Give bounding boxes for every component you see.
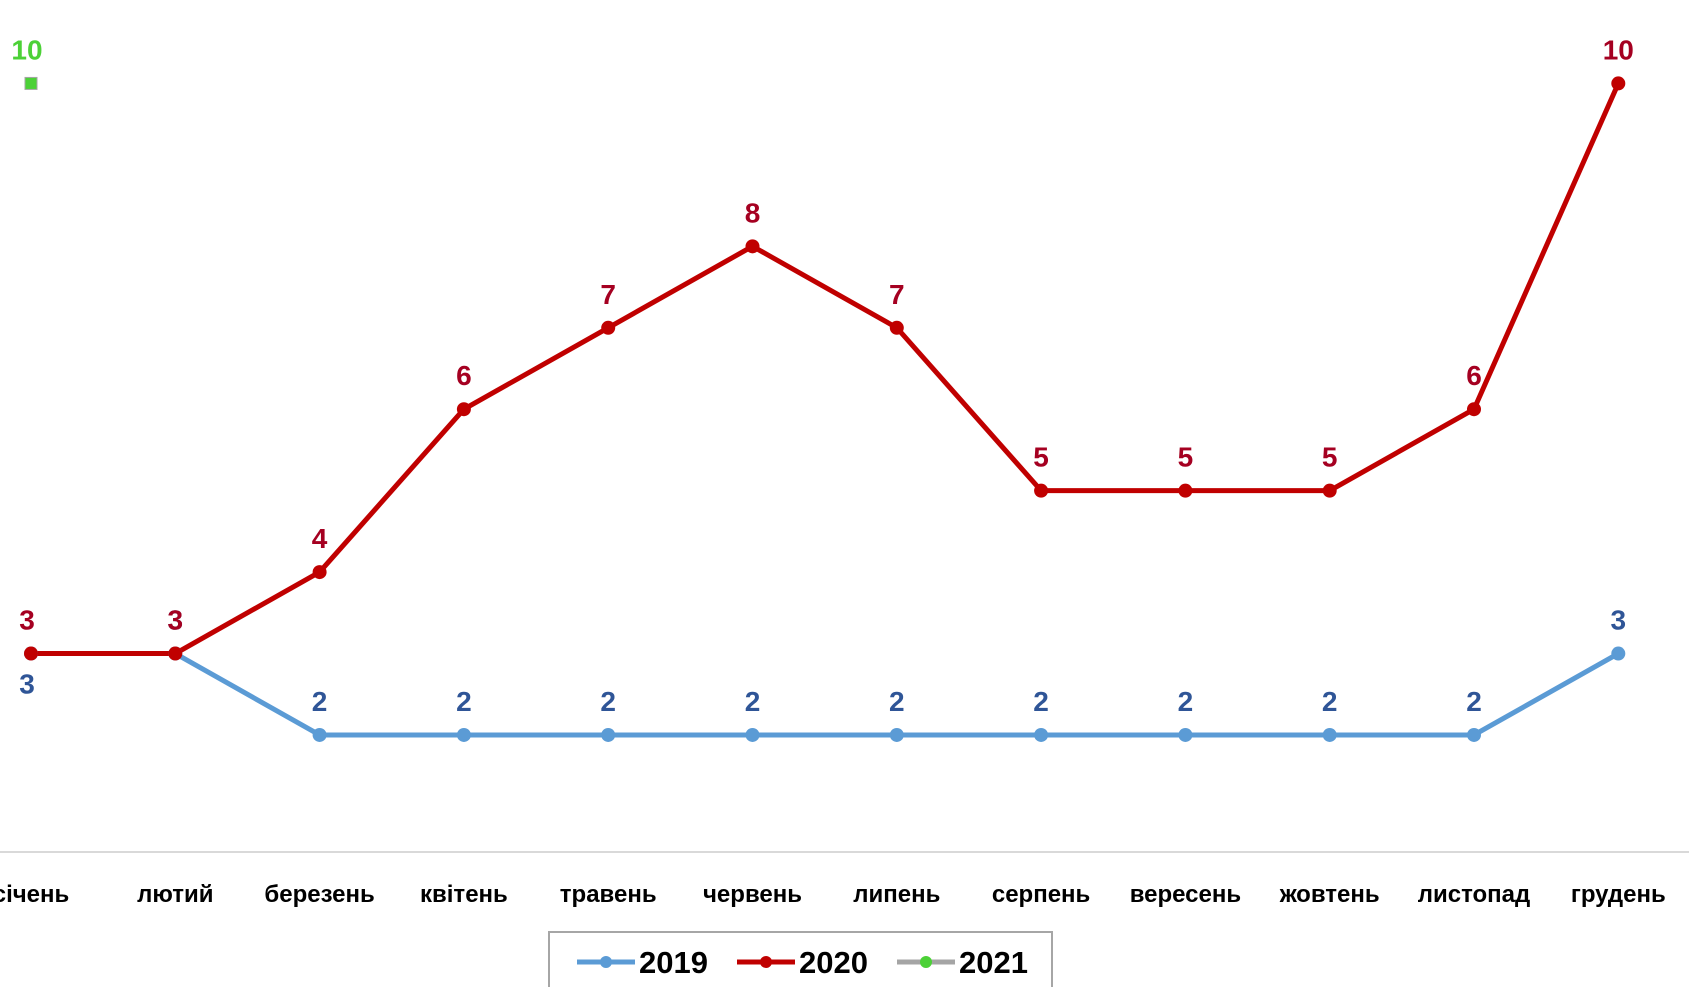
x-tick-label: грудень [1571, 881, 1666, 908]
data-label-2020: 8 [745, 197, 761, 228]
data-point-2019 [1322, 727, 1337, 742]
data-point-2019 [312, 727, 327, 742]
data-label-2019: 2 [456, 686, 472, 717]
data-point-2020 [745, 239, 760, 254]
legend-label-2019: 2019 [639, 945, 708, 980]
data-label-2019: 3 [168, 605, 184, 636]
data-label-2020: 5 [1178, 442, 1194, 473]
legend-label-2020: 2020 [799, 945, 868, 980]
data-label-2020: 6 [1466, 360, 1482, 391]
series-line-2020 [31, 82, 1621, 657]
data-label-2019: 2 [600, 686, 616, 717]
x-tick-label: червень [703, 881, 802, 908]
data-point-2019 [1467, 727, 1481, 742]
series-lines [31, 82, 1621, 738]
series-markers [24, 76, 1626, 742]
data-label-2020: 7 [600, 279, 616, 310]
data-label-2019: 2 [889, 686, 905, 717]
data-label-2020: 5 [1033, 442, 1049, 473]
x-tick-label: жовтень [1279, 881, 1380, 908]
data-label-2020: 10 [1603, 34, 1634, 65]
data-label-2021: 10 [11, 34, 42, 65]
data-point-2020 [312, 565, 327, 580]
legend-label-2021: 2021 [959, 945, 1028, 980]
data-point-2021 [24, 76, 38, 90]
data-point-2020 [1178, 483, 1193, 498]
data-point-2020 [1467, 402, 1481, 417]
data-point-2020 [889, 320, 904, 335]
data-label-2019: 2 [1033, 686, 1049, 717]
data-label-2019: 3 [19, 669, 35, 700]
data-point-2019 [601, 727, 616, 742]
x-tick-label: липень [853, 881, 940, 908]
data-point-2020 [168, 646, 183, 661]
x-tick-label: січень [0, 881, 69, 908]
data-point-2019 [745, 727, 760, 742]
x-tick-label: вересень [1130, 881, 1241, 908]
data-point-2019 [1178, 727, 1193, 742]
data-label-2020: 7 [889, 279, 905, 310]
data-label-2019: 2 [1178, 686, 1194, 717]
x-tick-label: лютий [137, 881, 213, 908]
data-point-2019 [889, 727, 904, 742]
data-point-2020 [456, 402, 471, 417]
legend-marker-2020 [760, 956, 772, 968]
x-tick-label: серпень [992, 881, 1090, 908]
data-point-2020 [24, 646, 38, 661]
data-label-2020: 5 [1322, 442, 1338, 473]
data-point-2019 [1611, 646, 1626, 661]
data-point-2019 [1034, 727, 1049, 742]
x-tick-label: квітень [420, 881, 508, 908]
x-tick-label: березень [264, 881, 374, 908]
x-tick-label: листопад [1418, 881, 1531, 908]
data-label-2020: 3 [19, 605, 35, 636]
data-label-2019: 3 [1611, 605, 1627, 636]
legend-marker-2019 [600, 956, 612, 968]
x-axis-tick-labels: січень лютий березень квітень травень червень… [0, 881, 1666, 908]
data-label-2019: 2 [312, 686, 328, 717]
legend-marker-2021 [920, 956, 932, 968]
legend: 2019 2020 2021 [548, 931, 1053, 987]
data-point-2020 [601, 320, 616, 335]
data-point-2019 [456, 727, 471, 742]
data-point-2020 [1322, 483, 1337, 498]
data-point-2020 [1611, 76, 1626, 91]
data-label-2019: 2 [745, 686, 761, 717]
data-label-2020: 6 [456, 360, 472, 391]
data-label-2020: 3 [168, 605, 184, 636]
data-label-2019: 2 [1322, 686, 1338, 717]
data-label-2020: 4 [312, 523, 328, 554]
data-point-2020 [1034, 483, 1049, 498]
x-tick-label: травень [560, 881, 657, 908]
series-line-2019 [31, 651, 1620, 738]
data-label-2019: 2 [1466, 686, 1482, 717]
